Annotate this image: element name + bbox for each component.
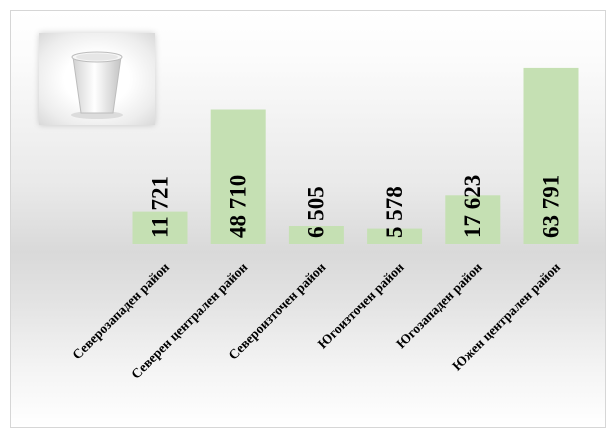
value-labels-group: 11 721 48 710 6 505 5 578 17 623 63 791 (147, 175, 563, 238)
bars-group (132, 67, 579, 245)
cup-icon (39, 33, 155, 125)
bar-chart: 11 721 48 710 6 505 5 578 17 623 63 791 Север… (69, 67, 579, 382)
value-label-3: 6 505 (304, 186, 329, 238)
category-label-5: Югозападен район (393, 259, 485, 351)
value-label-2: 48 710 (225, 175, 250, 238)
bar-3 (288, 226, 344, 244)
bar-6 (523, 67, 579, 245)
bar-5 (445, 195, 501, 244)
value-label-5: 17 623 (460, 175, 485, 238)
chart-frame: 11 721 48 710 6 505 5 578 17 623 63 791 Север… (10, 10, 606, 428)
value-label-6: 63 791 (538, 175, 563, 238)
value-label-4: 5 578 (382, 186, 407, 238)
category-label-4: Югоизточен район (315, 259, 407, 351)
bar-4 (367, 228, 423, 244)
bar-2 (210, 109, 266, 244)
value-label-1: 11 721 (147, 176, 172, 238)
bar-1 (132, 211, 188, 244)
